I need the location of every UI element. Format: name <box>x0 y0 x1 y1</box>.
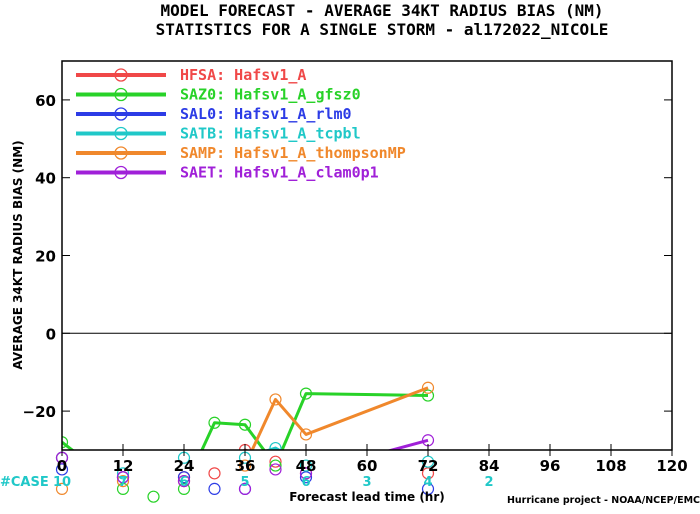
case-count: 5 <box>240 475 249 490</box>
chart-title-line1: MODEL FORECAST - AVERAGE 34KT RADIUS BIA… <box>160 1 603 20</box>
data-point <box>269 455 282 468</box>
data-point <box>269 393 282 406</box>
data-point <box>177 471 191 484</box>
data-point <box>238 418 252 431</box>
legend-label: HFSA: Hafsv1_A <box>180 66 306 84</box>
y-tick-label: −20 <box>23 403 56 421</box>
data-point <box>208 416 221 429</box>
data-point <box>299 459 313 472</box>
data-point <box>116 471 130 484</box>
data-point <box>55 482 69 495</box>
legend-label: SAMP: Hafsv1_A_thompsonMP <box>180 144 406 162</box>
legend-marker <box>114 107 128 121</box>
x-axis: 0 12 24 36 48 60 72 84 96 108 120 <box>57 444 688 475</box>
legend-marker <box>114 165 128 180</box>
legend-marker <box>114 146 128 160</box>
case-count: 2 <box>484 475 493 490</box>
legend-marker <box>114 68 128 82</box>
x-tick-label: 72 <box>418 457 439 475</box>
case-count: 6 <box>179 475 188 490</box>
data-point <box>208 482 221 495</box>
data-point <box>208 467 221 480</box>
data-point <box>421 467 435 480</box>
data-point <box>269 463 282 476</box>
plot-frame <box>61 60 673 451</box>
x-tick-label: 120 <box>656 457 687 475</box>
data-point <box>299 467 313 480</box>
chart-title-line2: STATISTICS FOR A SINGLE STORM - al172022… <box>156 20 609 39</box>
case-count: 3 <box>362 475 371 490</box>
case-count: 6 <box>301 475 310 490</box>
x-tick-label: 12 <box>113 457 134 475</box>
case-label: #CASE <box>0 475 49 490</box>
legend-marker <box>114 87 128 102</box>
y-tick-label: 0 <box>46 325 56 343</box>
case-count: 4 <box>423 475 432 490</box>
legend-label: SAL0: Hafsv1_A_rlm0 <box>180 105 352 123</box>
x-tick-label: 36 <box>235 457 256 475</box>
x-tick-label: 48 <box>296 457 317 475</box>
x-axis-label: Forecast lead time (hr) <box>289 490 445 504</box>
data-point <box>177 475 191 488</box>
legend-marker <box>114 126 128 141</box>
data-point <box>116 475 130 488</box>
data-point <box>177 482 191 495</box>
legend-label: SAET: Hafsv1_A_clam0p1 <box>180 164 379 182</box>
y-axis: −20 0 20 40 60 <box>23 92 672 421</box>
credit-text: Hurricane project - NOAA/NCEP/EMC <box>507 495 700 506</box>
x-tick-label: 60 <box>357 457 378 475</box>
y-tick-label: 60 <box>35 92 56 110</box>
series-line <box>250 386 429 450</box>
data-point <box>55 463 69 476</box>
data-point <box>421 389 435 402</box>
x-tick-label: 0 <box>57 457 67 475</box>
data-point <box>238 482 252 495</box>
data-point <box>269 459 282 472</box>
y-axis-label: AVERAGE 34KT RADIUS BIAS (NM) <box>11 140 25 369</box>
legend-label: SATB: Hafsv1_A_tcpbl <box>180 125 361 143</box>
data-point <box>269 441 282 450</box>
data-point <box>147 490 160 503</box>
data-point <box>421 381 435 394</box>
data-point <box>299 471 313 484</box>
case-counts: 10 7 6 5 6 3 4 2 <box>53 475 494 490</box>
series-line <box>62 392 429 450</box>
legend-label: SAZ0: Hafsv1_A_gfsz0 <box>180 86 361 104</box>
data-point <box>238 459 252 472</box>
data-point <box>116 467 130 480</box>
legend: HFSA: Hafsv1_A SAZ0: Hafsv1_A_gfsz0SAL0: … <box>76 66 406 182</box>
data-point <box>299 387 313 400</box>
x-tick-label: 108 <box>595 457 626 475</box>
y-tick-label: 20 <box>35 248 56 266</box>
x-tick-label: 96 <box>540 457 561 475</box>
y-tick-label: 40 <box>35 170 56 188</box>
data-point <box>421 482 435 495</box>
data-point <box>62 436 69 449</box>
data-point <box>116 482 130 495</box>
case-count: 10 <box>53 475 71 490</box>
case-count: 7 <box>118 475 127 490</box>
x-tick-label: 84 <box>479 457 500 475</box>
data-point <box>299 428 313 441</box>
x-tick-label: 24 <box>174 457 195 475</box>
data-point <box>421 455 435 468</box>
